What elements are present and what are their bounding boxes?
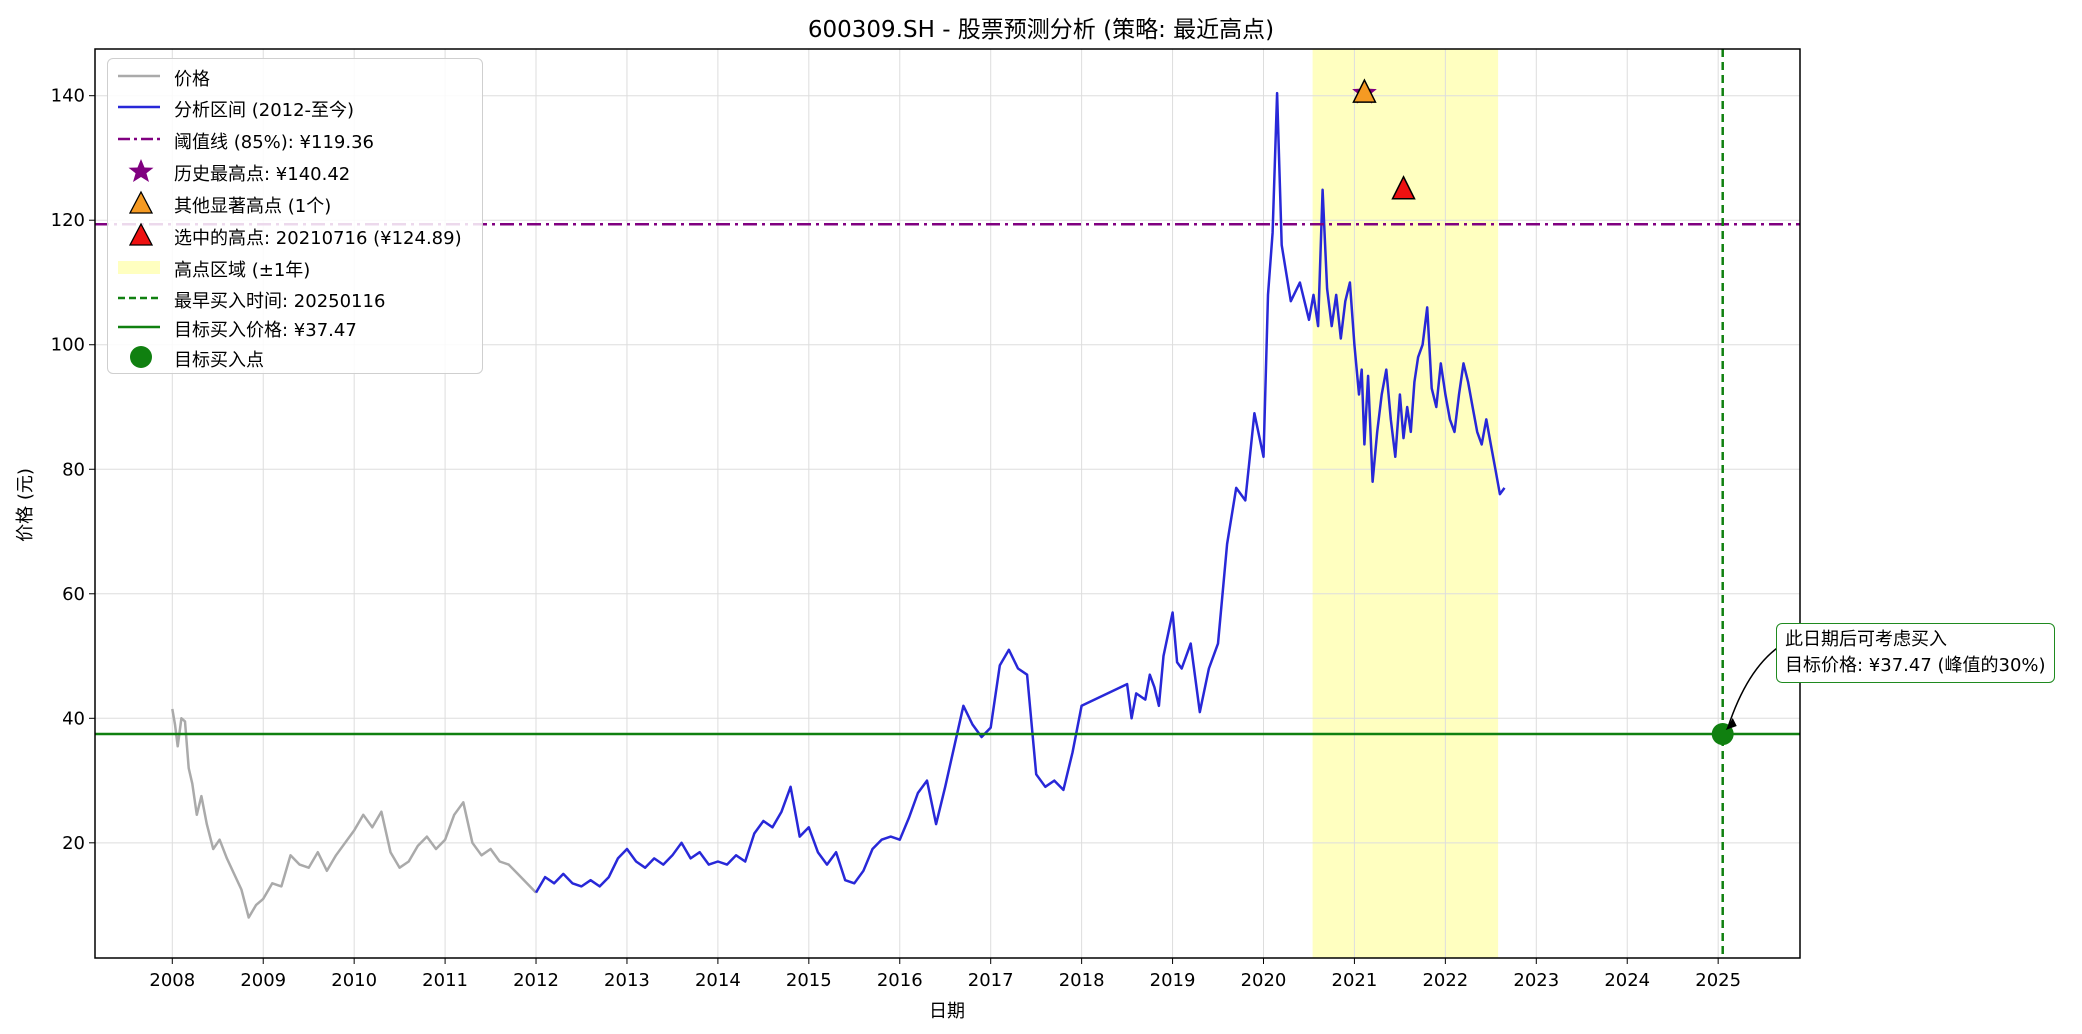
annotation-line-2: 目标价格: ¥37.47 (峰值的30%) <box>1785 655 2046 676</box>
x-tick-label: 2011 <box>422 970 468 991</box>
x-tick-label: 2014 <box>695 970 741 991</box>
legend-line-icon <box>118 105 160 109</box>
x-tick-label: 2008 <box>149 970 195 991</box>
x-tick-label: 2021 <box>1332 970 1378 991</box>
x-tick-label: 2019 <box>1150 970 1196 991</box>
x-tick-label: 2024 <box>1604 970 1650 991</box>
legend-dashdot-icon <box>118 137 160 141</box>
y-tick-label: 140 <box>51 86 85 107</box>
triangle-icon <box>128 222 154 246</box>
legend-item-other-peaks: 其他显著高点 (1个) <box>108 188 484 218</box>
legend-item-threshold: 阈值线 (85%): ¥119.36 <box>108 124 484 154</box>
legend-label: 高点区域 (±1年) <box>174 260 311 281</box>
x-tick-label: 2023 <box>1513 970 1559 991</box>
legend-label: 最早买入时间: 20250116 <box>174 291 386 312</box>
analysis-line <box>534 91 1506 894</box>
star-icon <box>128 159 154 182</box>
y-tick-label: 100 <box>51 335 85 356</box>
legend-line-icon <box>118 325 160 329</box>
legend-dashed-icon <box>118 296 160 300</box>
legend-label: 分析区间 (2012-至今) <box>174 100 355 121</box>
x-tick-label: 2025 <box>1695 970 1741 991</box>
other-peak-marker <box>1352 78 1377 103</box>
y-tick-label: 20 <box>62 833 85 854</box>
legend-label: 目标买入价格: ¥37.47 <box>174 320 357 341</box>
x-tick-label: 2009 <box>240 970 286 991</box>
legend-item-earliest-buy: 最早买入时间: 20250116 <box>108 283 484 313</box>
y-tick-label: 60 <box>62 584 85 605</box>
x-axis-label: 日期 <box>929 1001 965 1022</box>
x-tick-label: 2020 <box>1241 970 1287 991</box>
legend-label: 目标买入点 <box>174 350 264 371</box>
price-line <box>171 708 537 919</box>
legend-label: 阈值线 (85%): ¥119.36 <box>174 132 374 153</box>
legend-item-peak-zone: 高点区域 (±1年) <box>108 252 484 282</box>
legend-label: 价格 <box>174 69 210 90</box>
x-tick-label: 2018 <box>1059 970 1105 991</box>
legend: 价格 分析区间 (2012-至今) 阈值线 (85%): ¥119.36 历史最… <box>107 58 483 374</box>
chart-title: 600309.SH - 股票预测分析 (策略: 最近高点) <box>807 17 1275 43</box>
zone-swatch-icon <box>118 261 160 274</box>
selected-peak-marker <box>1391 175 1416 200</box>
annotation-line-1: 此日期后可考虑买入 <box>1785 629 1947 650</box>
legend-line-icon <box>118 74 160 78</box>
legend-item-target-price: 目标买入价格: ¥37.47 <box>108 312 484 342</box>
peak-zone <box>1312 49 1499 958</box>
x-tick-label: 2015 <box>786 970 832 991</box>
x-tick-label: 2016 <box>877 970 923 991</box>
x-tick-label: 2012 <box>513 970 559 991</box>
x-tick-label: 2010 <box>331 970 377 991</box>
triangle-icon <box>128 190 154 214</box>
plot-frame <box>94 48 1801 959</box>
y-tick-label: 120 <box>51 210 85 231</box>
legend-label: 历史最高点: ¥140.42 <box>174 164 351 185</box>
y-tick-label: 40 <box>62 708 85 729</box>
x-tick-label: 2013 <box>604 970 650 991</box>
legend-item-highest: 历史最高点: ¥140.42 <box>108 156 484 186</box>
x-tick-label: 2022 <box>1422 970 1468 991</box>
legend-item-selected-peak: 选中的高点: 20210716 (¥124.89) <box>108 220 484 250</box>
legend-item-target-point: 目标买入点 <box>108 342 484 372</box>
y-axis-label: 价格 (元) <box>15 468 36 542</box>
legend-item-price: 价格 <box>108 61 484 91</box>
circle-icon <box>130 346 152 368</box>
y-tick-label: 80 <box>62 459 85 480</box>
annotation-arrowhead <box>1725 718 1737 731</box>
legend-item-analysis: 分析区间 (2012-至今) <box>108 92 484 122</box>
legend-label: 其他显著高点 (1个) <box>174 196 332 217</box>
x-tick-label: 2017 <box>968 970 1014 991</box>
buy-annotation: 此日期后可考虑买入 目标价格: ¥37.47 (峰值的30%) <box>1776 623 2055 683</box>
legend-label: 选中的高点: 20210716 (¥124.89) <box>174 228 462 249</box>
